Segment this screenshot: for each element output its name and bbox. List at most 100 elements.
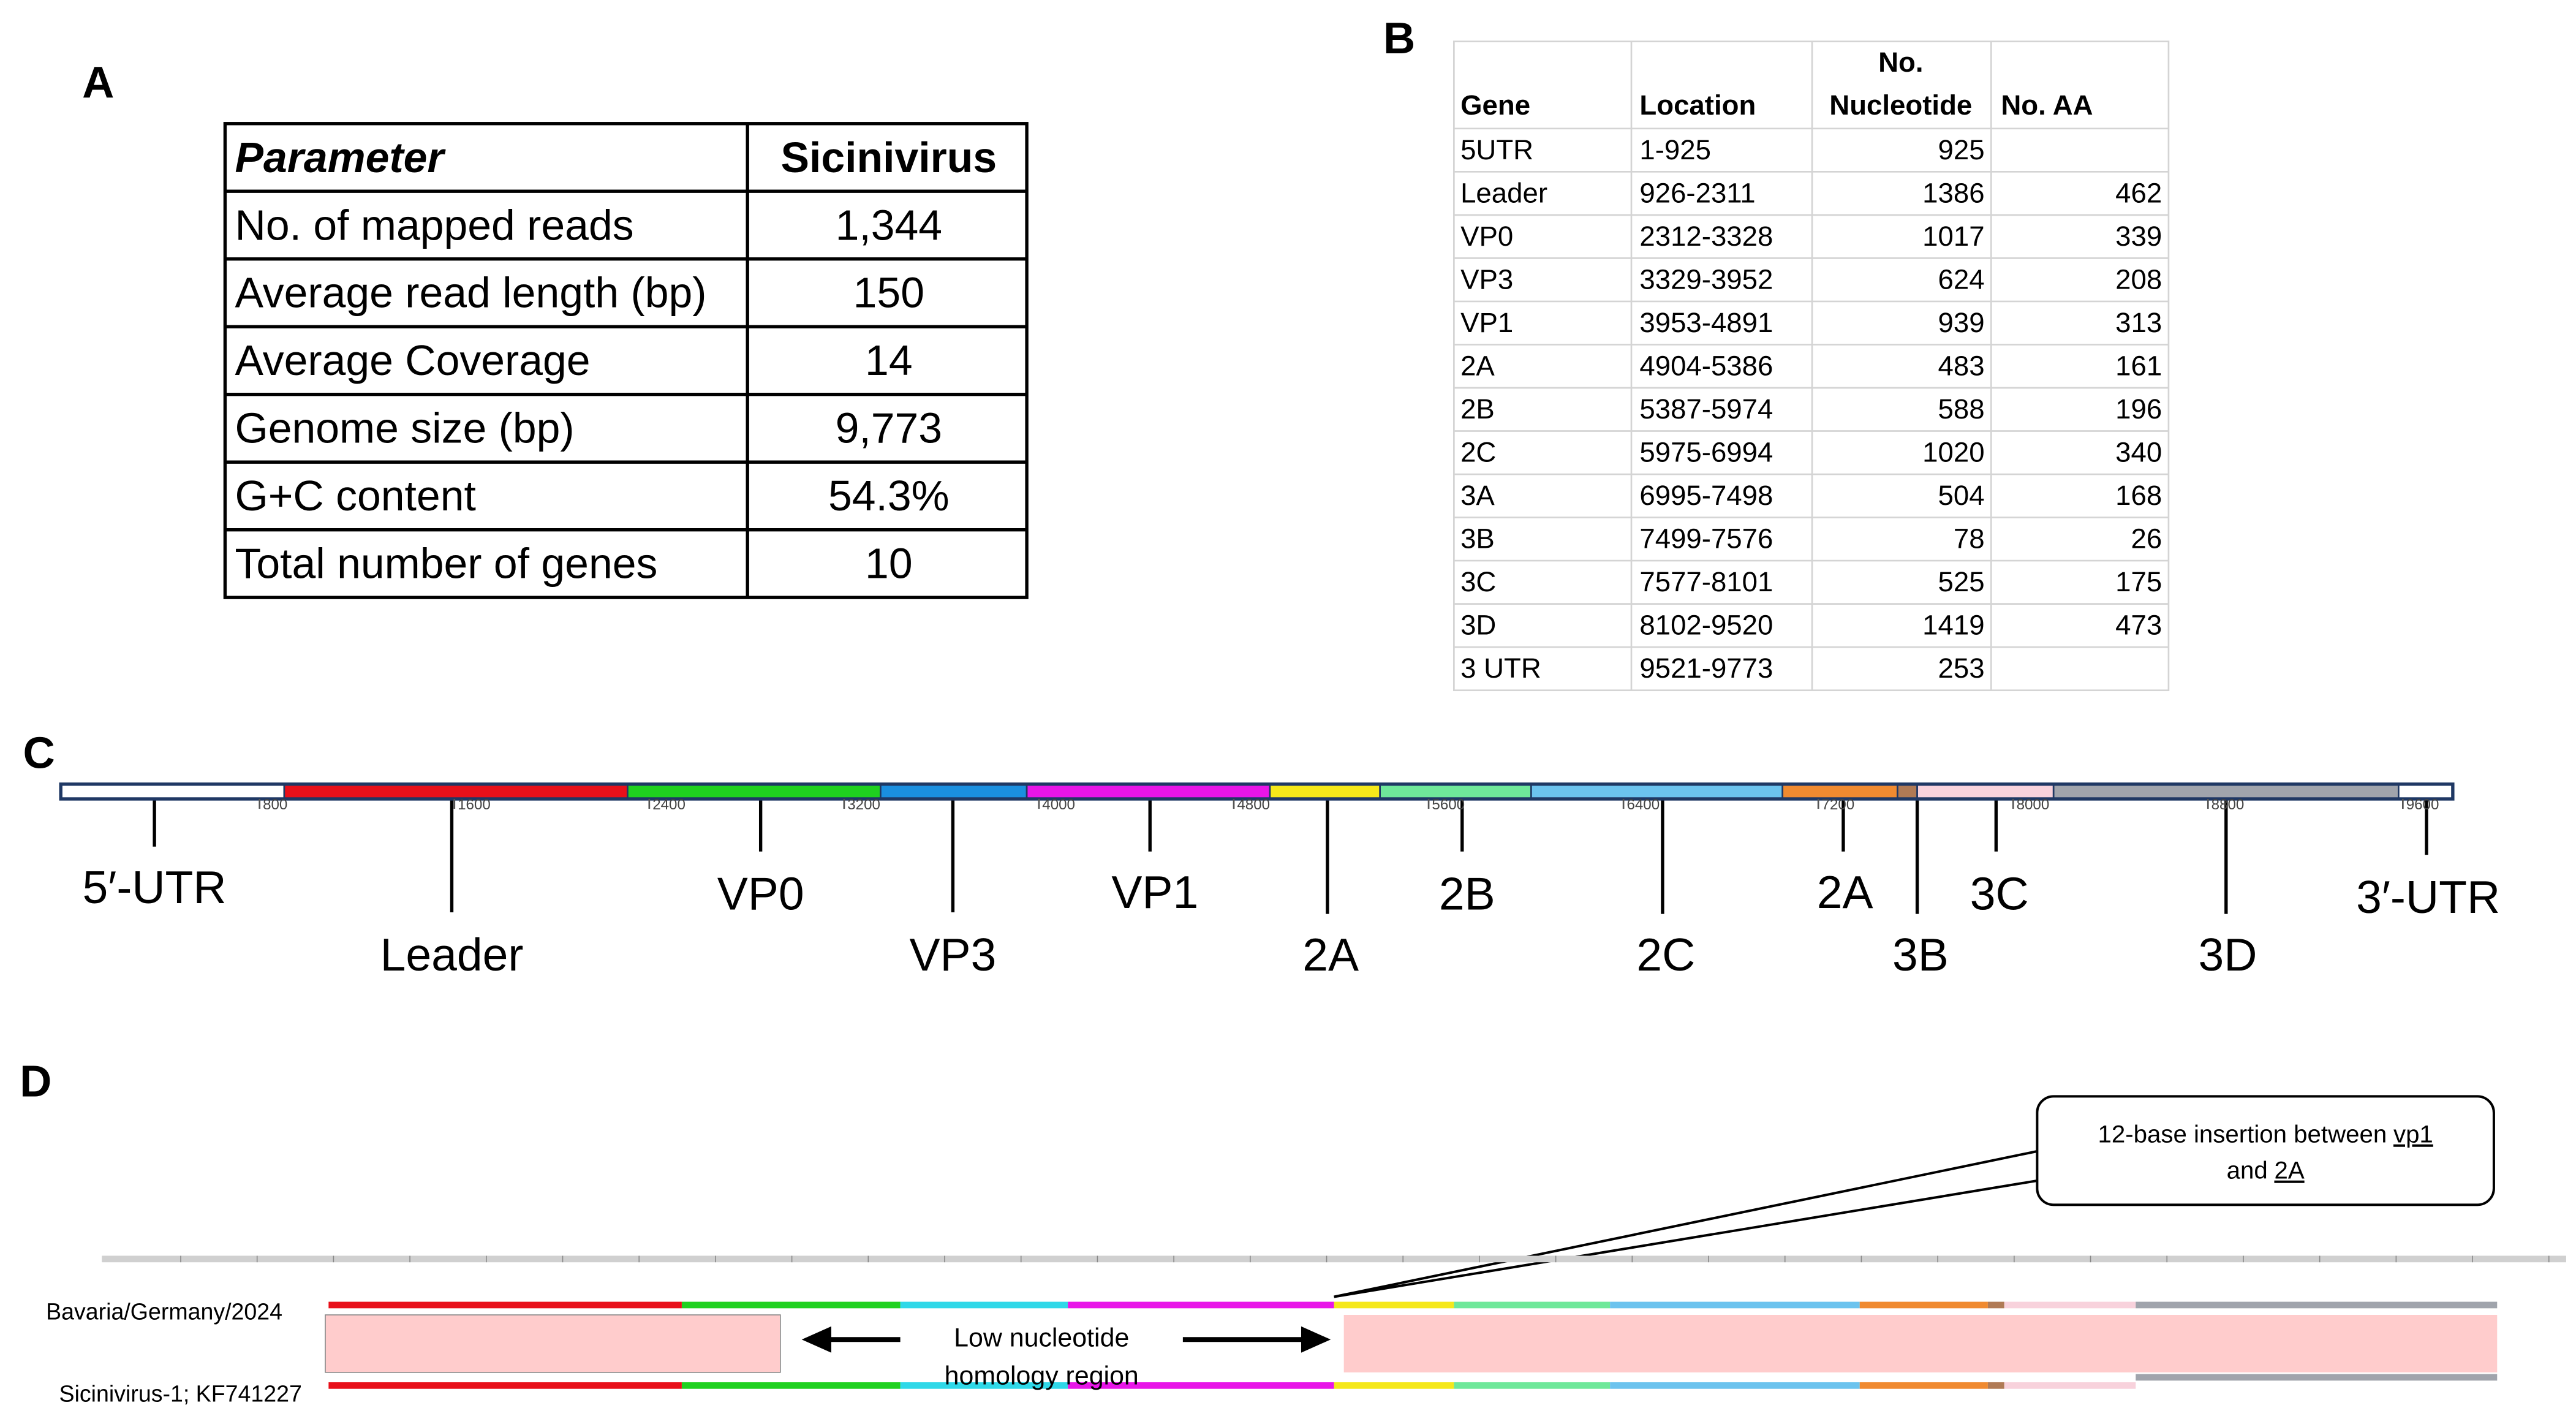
cell: 483	[1938, 350, 1985, 381]
tick-label: 1600	[458, 797, 491, 813]
cell: 1419	[1922, 610, 1984, 641]
alignment-segment	[1068, 1382, 1334, 1389]
gene-label: 2C	[1636, 929, 1695, 980]
cell: No. of mapped reads	[235, 201, 633, 249]
tick-label: 8000	[2017, 797, 2050, 813]
tick-label: 5600	[1432, 797, 1465, 813]
gene-table: Gene Location No. Nucleotide No. AA 5UTR 1-925…	[1453, 40, 2170, 692]
gene-label: 2B	[1439, 868, 1495, 920]
cell: 54.3%	[828, 472, 950, 520]
sequence-label: Bavaria/Germany/2024	[46, 1298, 282, 1324]
cell: 168	[2115, 480, 2162, 511]
region-label: homology region	[945, 1361, 1139, 1390]
cell: 588	[1938, 393, 1985, 425]
tick-label: 4000	[1042, 797, 1075, 813]
gene-label: VP3	[909, 929, 996, 980]
cell: 5975-6994	[1639, 436, 1773, 467]
gene-label: 3C	[1970, 868, 2029, 920]
genome-map: 5′-UTR Leader VP0 VP3 VP1 2A 2B 2C 2A 3B 3C 3D 3′-UT…	[59, 782, 2500, 980]
cell: 9,773	[836, 404, 942, 452]
cell: 313	[2115, 307, 2162, 338]
tick-label: 8800	[2212, 797, 2245, 813]
genome-outline	[59, 782, 2455, 801]
gene-segment	[283, 783, 629, 800]
alignment-segment	[1987, 1301, 2004, 1309]
gene-segment	[880, 783, 1028, 800]
gene-label: Leader	[380, 929, 524, 980]
gene-label: 3D	[2198, 929, 2257, 980]
alignment-segment	[1987, 1382, 2004, 1389]
alignment-segment	[681, 1301, 901, 1309]
cell: 161	[2115, 350, 2162, 381]
cell: 10	[865, 540, 913, 588]
ruler	[102, 1255, 2566, 1263]
gene-segment	[1269, 783, 1381, 800]
alignment: 12-base insertion between vp1 and 2A Bavaria…	[46, 1095, 2566, 1406]
sequence-label: Sicinivirus-1; KF741227	[59, 1380, 302, 1406]
alignment-segment	[1859, 1301, 1988, 1309]
cell: 26	[2131, 523, 2162, 555]
cell: 3D	[1460, 610, 1496, 641]
alignment-segment	[1454, 1301, 1611, 1309]
cell: 624	[1938, 263, 1985, 295]
cell: 1020	[1922, 436, 1984, 467]
cell: 150	[853, 269, 924, 317]
cell: 2312-3328	[1639, 221, 1773, 252]
gene-label: 3B	[1892, 929, 1949, 980]
cell: 7499-7576	[1639, 523, 1773, 555]
callout-part: vp1	[2393, 1120, 2433, 1148]
cell: 926-2311	[1639, 177, 1755, 208]
homology-block	[1343, 1315, 2498, 1372]
cell: 5UTR	[1460, 134, 1533, 165]
cell: 473	[2115, 610, 2162, 641]
tick-label: 2400	[652, 797, 686, 813]
cell: 196	[2115, 393, 2162, 425]
tick-label: 4800	[1237, 797, 1270, 813]
alignment-segment	[328, 1382, 682, 1389]
alignment-segment	[1859, 1382, 1988, 1389]
cell: 5387-5974	[1639, 393, 1773, 425]
alignment-segment	[1068, 1301, 1334, 1309]
alignment-segment	[328, 1301, 682, 1309]
cell: Total number of genes	[235, 540, 657, 588]
alignment-segment	[2004, 1382, 2136, 1389]
panel-label: B	[1383, 13, 1415, 63]
cell: 14	[865, 336, 913, 384]
tick-label: 7200	[1822, 797, 1855, 813]
arrow-head	[801, 1326, 831, 1353]
cell: 175	[2115, 566, 2162, 597]
gene-label: 5′-UTR	[83, 861, 227, 913]
cell: 462	[2115, 177, 2162, 208]
callout-text: and 2A	[2227, 1156, 2305, 1184]
tick-label: 6400	[1626, 797, 1660, 813]
header-cell: No.	[1878, 47, 1923, 78]
cell: 2B	[1460, 393, 1495, 425]
parameter-table: Parameter Sicinivirus No. of mapped reads 1…	[223, 122, 1029, 599]
alignment-segment	[1334, 1382, 1454, 1389]
gene-label: 2A	[1302, 929, 1359, 980]
cell: 925	[1938, 134, 1985, 165]
cell: 3A	[1460, 480, 1495, 511]
callout-part: and	[2227, 1156, 2268, 1184]
cell: 939	[1938, 307, 1985, 338]
cell: G+C content	[235, 472, 475, 520]
header-cell: No. AA	[2001, 89, 2093, 121]
cell: 6995-7498	[1639, 480, 1773, 511]
cell: 208	[2115, 263, 2162, 295]
cell: 3 UTR	[1460, 653, 1541, 684]
header-cell: Sicinivirus	[781, 134, 997, 181]
gene-label: 3′-UTR	[2356, 871, 2500, 923]
table-border	[223, 122, 1029, 599]
cell: 1-925	[1639, 134, 1711, 165]
cell: Average read length (bp)	[235, 269, 706, 317]
panel-label: A	[82, 58, 114, 107]
arrow-head	[1301, 1326, 1331, 1353]
panel-label: C	[23, 728, 55, 778]
cell: 3953-4891	[1639, 307, 1773, 338]
panel-label: D	[20, 1057, 51, 1107]
callout-text: 12-base insertion between vp1	[2098, 1120, 2433, 1148]
header-cell: Parameter	[235, 134, 446, 181]
cell: 2A	[1460, 350, 1495, 381]
alignment-segment	[1454, 1382, 1611, 1389]
